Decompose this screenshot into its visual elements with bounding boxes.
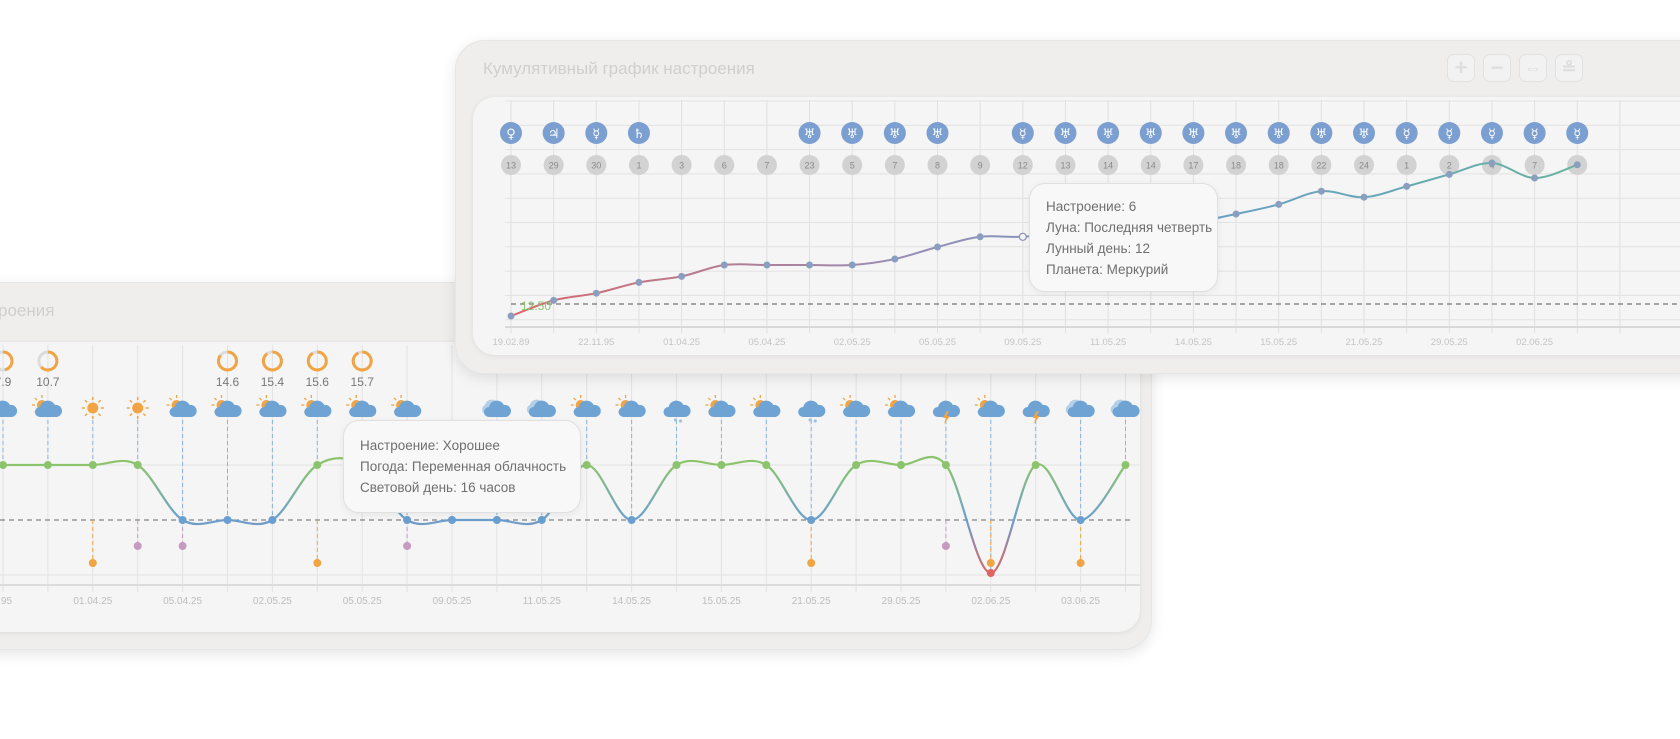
cumulative-chart-title: Кумулятивный график настроения: [483, 59, 755, 78]
tooltip-daylight: Световой день: 16 часов: [360, 480, 516, 495]
extra-tool-button[interactable]: ≗: [1555, 54, 1583, 82]
tooltip-mood: Настроение: Хорошее: [360, 438, 500, 453]
tooltip-moon-phase: Луна: Последняя четверть: [1046, 220, 1213, 235]
zoom-out-button[interactable]: −: [1483, 54, 1511, 82]
mood-chart-title: роения: [0, 301, 55, 320]
tooltip-mood-value: Настроение: 6: [1046, 199, 1137, 214]
fit-width-button[interactable]: ⇔: [1519, 54, 1547, 82]
tooltip-lunar-day: Лунный день: 12: [1046, 241, 1151, 256]
zoom-in-button[interactable]: +: [1447, 54, 1475, 82]
mood-tooltip: Настроение: Хорошее Погода: Переменная о…: [343, 420, 581, 513]
tooltip-planet: Планета: Меркурий: [1046, 262, 1169, 277]
tooltip-weather: Погода: Переменная облачность: [360, 459, 567, 474]
cumulative-tooltip: Настроение: 6 Луна: Последняя четверть Л…: [1029, 183, 1218, 292]
